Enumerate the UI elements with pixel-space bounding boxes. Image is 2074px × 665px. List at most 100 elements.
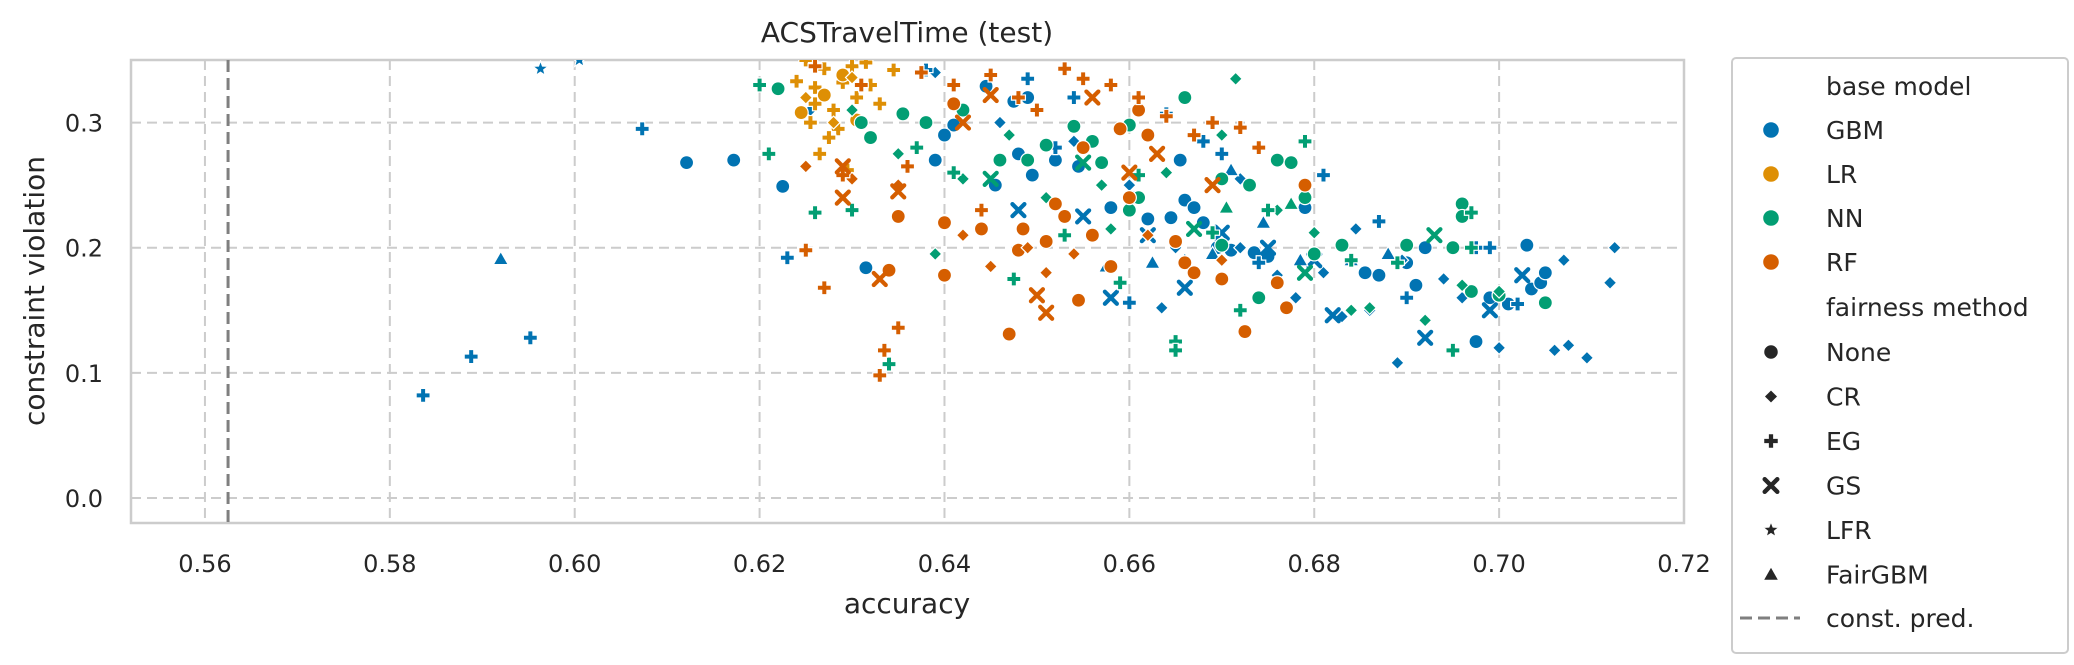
point-rf-none (1237, 323, 1253, 340)
point-rf-cr (1038, 265, 1054, 281)
point-nn-eg (1463, 240, 1479, 256)
point-gbm-eg (779, 250, 795, 266)
point-gbm-fairgbm (492, 250, 510, 266)
point-gbm-gs (1213, 224, 1230, 241)
point-nn-none (1066, 118, 1082, 134)
point-gbm-none (1024, 167, 1040, 183)
point-nn-none (1297, 190, 1313, 206)
point-gbm-cr (992, 115, 1008, 130)
point-rf-none (1140, 127, 1156, 143)
point-gbm-none (1195, 215, 1211, 231)
point-rf-none (1057, 208, 1073, 225)
point-gbm-fairgbm (1254, 213, 1272, 229)
point-nn-none (1251, 290, 1267, 306)
point-nn-eg (909, 139, 925, 156)
point-nn-eg (881, 356, 897, 372)
point-gbm-none (1417, 240, 1433, 256)
point-nn-cr (1228, 71, 1244, 87)
point-gbm-cr (1579, 350, 1595, 366)
point-rf-gs (982, 86, 999, 104)
point-rf-eg (983, 67, 999, 83)
point-gbm-none (1537, 265, 1553, 281)
series-lr (788, 60, 902, 178)
point-nn-none (1094, 155, 1110, 171)
point-nn-eg (1204, 225, 1221, 241)
chart-title: ACSTravelTime (test) (761, 16, 1053, 49)
x-tick-label: 0.70 (1472, 550, 1525, 578)
point-nn-eg (1389, 255, 1406, 271)
point-gbm-eg (634, 121, 650, 137)
point-gbm-none (775, 178, 791, 194)
point-rf-eg (872, 367, 888, 383)
legend-hue-entries: GBM LR NN RF (1761, 116, 1884, 277)
point-lr-eg (886, 62, 902, 78)
point-rf-gs (834, 189, 851, 206)
point-rf-gs (890, 183, 907, 200)
point-rf-eg (899, 158, 916, 174)
point-rf-eg (1131, 89, 1147, 106)
point-gbm-cr (1436, 271, 1452, 287)
legend-lr-swatch (1761, 165, 1780, 184)
point-gbm-none (1371, 267, 1387, 283)
point-gbm-cr (1154, 300, 1170, 316)
point-gbm-cr (1316, 265, 1331, 281)
point-lr-cr (798, 90, 814, 105)
point-nn-eg (1297, 133, 1313, 149)
point-nn-cr (1306, 225, 1322, 241)
point-nn-gs (1185, 220, 1203, 238)
point-gbm-cr (1602, 275, 1618, 291)
point-gbm-gs (1514, 267, 1531, 284)
point-gbm-none (678, 155, 695, 171)
point-lr-eg (849, 89, 865, 106)
point-rf-none (936, 267, 953, 283)
point-rf-eg (1075, 71, 1091, 87)
legend-none-label: None (1826, 338, 1891, 367)
point-rf-none (1075, 139, 1091, 156)
point-gbm-gs (1481, 302, 1498, 319)
legend-gbm-swatch (1761, 120, 1780, 139)
point-nn-none (1306, 246, 1322, 262)
point-gbm-eg (1315, 167, 1332, 183)
point-gbm-cr (1122, 177, 1137, 193)
point-gbm-cr (1288, 290, 1304, 306)
point-nn-cr (1158, 165, 1174, 180)
point-rf-none (1047, 196, 1064, 212)
point-nn-none (1121, 202, 1137, 218)
point-rf-eg (1204, 114, 1221, 131)
x-tick-label: 0.62 (733, 550, 786, 578)
point-nn-gs (982, 170, 999, 187)
x-tick-label: 0.68 (1288, 550, 1341, 578)
point-gbm-eg (1482, 240, 1498, 256)
y-tick-label: 0.2 (65, 235, 103, 263)
point-nn-eg (1445, 342, 1461, 358)
point-nn-none (770, 81, 786, 97)
point-nn-none (1283, 155, 1299, 171)
point-rf-eg (853, 77, 869, 93)
point-gbm-none (1186, 200, 1202, 216)
legend-none-marker (1763, 344, 1779, 360)
point-rf-gs (1148, 145, 1166, 162)
legend-gs-label: GS (1826, 472, 1861, 501)
point-gbm-eg (415, 387, 431, 403)
point-gbm-gs (1075, 208, 1092, 225)
legend-fairgbm-marker (1762, 565, 1780, 582)
point-rf-none (1121, 190, 1137, 206)
series-rf (798, 60, 1313, 383)
x-tick-label: 0.72 (1657, 550, 1710, 578)
data-points (415, 60, 1623, 403)
point-rf-eg (807, 60, 823, 74)
legend-fairgbm-label: FairGBM (1826, 561, 1929, 590)
point-rf-none (1186, 265, 1202, 281)
legend-gbm-label: GBM (1826, 116, 1884, 145)
point-nn-none (853, 114, 869, 131)
x-tick-label: 0.66 (1103, 550, 1156, 578)
point-rf-gs (1204, 177, 1221, 194)
point-nn-none (1020, 152, 1036, 168)
point-gbm-lfr (573, 60, 585, 68)
point-rf-eg (798, 242, 814, 258)
point-gbm-none (726, 152, 742, 168)
point-rf-none (1269, 275, 1285, 291)
point-lr-eg (812, 146, 828, 162)
point-gbm-gs (1259, 239, 1277, 256)
